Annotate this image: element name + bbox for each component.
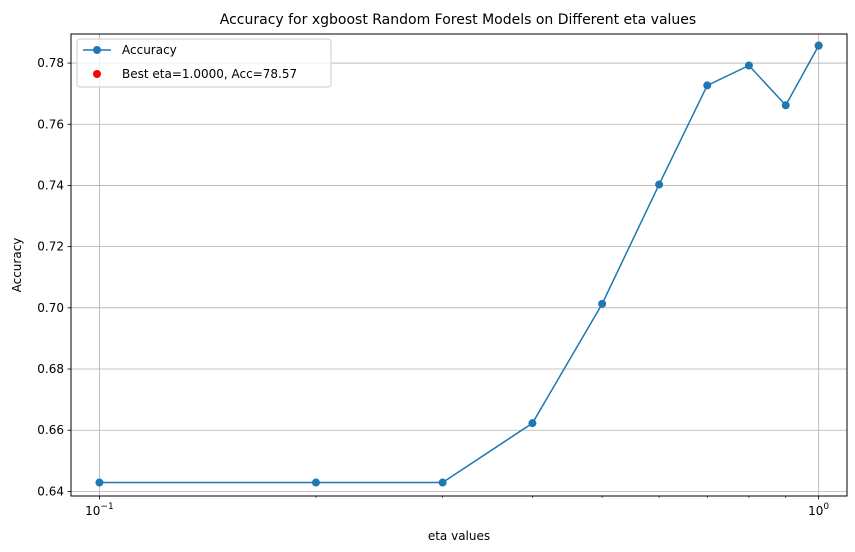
legend-accuracy-label: Accuracy — [122, 43, 177, 57]
accuracy-point — [703, 81, 712, 90]
series-layer — [95, 41, 823, 487]
legend-best-marker — [93, 70, 101, 78]
plot-frame — [70, 33, 848, 497]
legend-best-label: Best eta=1.0000, Acc=78.57 — [122, 67, 297, 81]
y-tick-label: 0.68 — [37, 362, 64, 376]
y-tick-label: 0.78 — [37, 56, 64, 70]
y-axis-title: Accuracy — [10, 238, 24, 293]
x-tick-label: 10−1 — [85, 502, 114, 518]
y-tick-label: 0.74 — [37, 178, 64, 192]
accuracy-point — [655, 180, 664, 189]
legend-accuracy-marker — [93, 46, 101, 54]
accuracy-point — [438, 478, 447, 487]
x-tick-label: 100 — [808, 502, 829, 518]
accuracy-point — [814, 41, 823, 50]
accuracy-point — [781, 101, 790, 110]
accuracy-point — [744, 61, 753, 70]
x-axis-title: eta values — [428, 529, 490, 543]
axis-ticks: 0.64 0.66 0.68 0.70 0.72 0.74 0.76 0.78 10−1 100 — [37, 56, 829, 518]
y-tick-label: 0.66 — [37, 423, 64, 437]
accuracy-point — [311, 478, 320, 487]
legend-box — [76, 38, 332, 88]
accuracy-point — [528, 419, 537, 428]
accuracy-line — [99, 45, 820, 484]
y-tick-label: 0.64 — [37, 484, 64, 498]
legend: Accuracy Best eta=1.0000, Acc=78.57 — [76, 38, 332, 88]
accuracy-point — [95, 478, 104, 487]
y-tick-label: 0.72 — [37, 240, 64, 254]
y-tick-label: 0.70 — [37, 301, 64, 315]
chart-title: Accuracy for xgboost Random Forest Model… — [220, 12, 696, 28]
y-tick-label: 0.76 — [37, 117, 64, 131]
accuracy-point — [598, 299, 607, 308]
